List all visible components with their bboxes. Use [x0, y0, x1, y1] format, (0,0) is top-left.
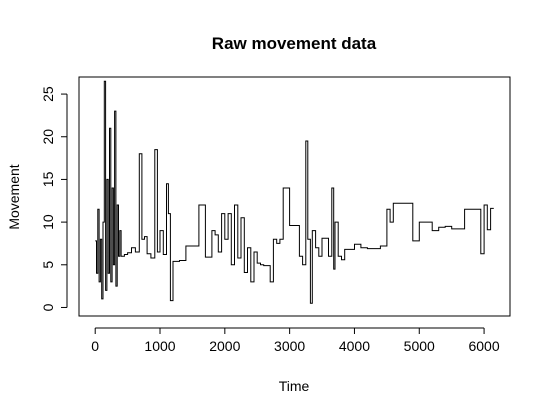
x-tick-label: 2000 — [209, 338, 240, 354]
x-axis-label: Time — [279, 378, 310, 394]
y-axis-label: Movement — [6, 164, 22, 229]
x-tick-label: 3000 — [274, 338, 305, 354]
x-tick-label: 5000 — [404, 338, 435, 354]
y-tick-label: 5 — [40, 261, 56, 269]
y-tick-label: 15 — [40, 171, 56, 187]
x-tick-label: 4000 — [339, 338, 370, 354]
plot-frame — [78, 76, 511, 317]
y-tick-label: 10 — [40, 214, 56, 230]
x-tick-label: 0 — [91, 338, 99, 354]
y-tick-label: 0 — [40, 303, 56, 311]
y-tick-label: 20 — [40, 129, 56, 145]
series-line — [95, 80, 494, 304]
chart-title: Raw movement data — [212, 34, 377, 53]
x-tick-label: 1000 — [144, 338, 175, 354]
x-tick-label: 6000 — [468, 338, 499, 354]
x-axis: 0 1000 2000 3000 4000 5000 6000 — [91, 327, 500, 354]
y-tick-label: 25 — [40, 86, 56, 102]
y-axis: 0 5 10 15 20 25 — [40, 86, 68, 311]
